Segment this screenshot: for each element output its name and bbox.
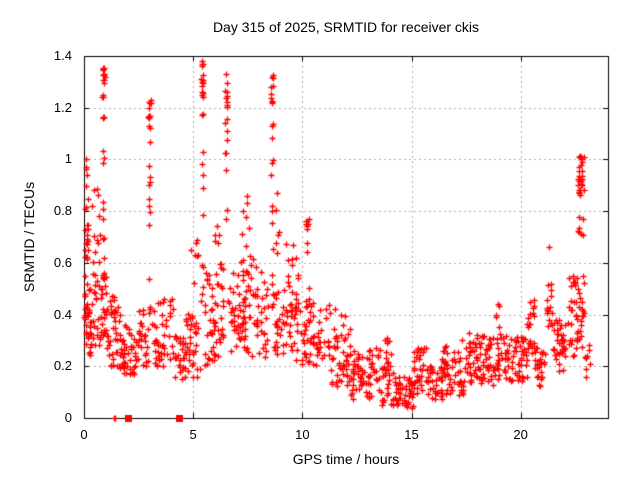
y-tick-label: 0.8	[53, 203, 72, 219]
x-tick-label: 20	[513, 427, 528, 442]
y-tick-label: 0	[64, 410, 72, 425]
chart-title: Day 315 of 2025, SRMTID for receiver cki…	[212, 19, 480, 35]
y-axis-label: SRMTID / TECUs	[21, 181, 37, 293]
y-tick-label: 1	[64, 151, 72, 167]
y-tick-label: 1.4	[53, 48, 72, 63]
y-tick-label: 0.4	[53, 306, 72, 322]
y-tick-label: 0.6	[53, 254, 72, 270]
x-tick-label: 10	[295, 427, 310, 442]
x-tick-label: 0	[80, 427, 88, 442]
x-tick-label: 5	[189, 427, 197, 442]
x-axis-label: GPS time / hours	[292, 451, 400, 467]
x-tick-label: 15	[404, 427, 419, 442]
y-tick-label: 0.2	[53, 358, 72, 374]
y-tick-label: 1.2	[53, 99, 72, 115]
